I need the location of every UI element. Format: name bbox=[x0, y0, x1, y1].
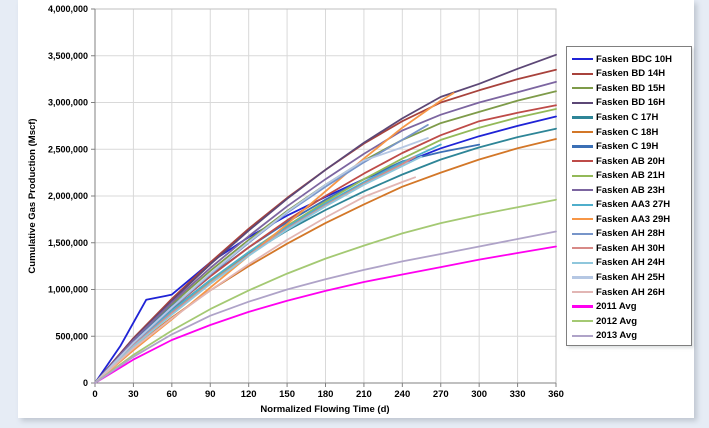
legend-label: Fasken BDC 10H bbox=[596, 53, 673, 65]
legend-item: Fasken C 17H bbox=[567, 110, 691, 125]
legend-item: Fasken BD 16H bbox=[567, 96, 691, 111]
legend-item: Fasken AA3 29H bbox=[567, 212, 691, 227]
legend-label: 2013 Avg bbox=[596, 330, 638, 342]
y-tick-label: 0 bbox=[83, 378, 88, 388]
legend-item: Fasken AB 21H bbox=[567, 168, 691, 183]
legend-label: Fasken C 19H bbox=[596, 141, 659, 153]
legend-item: Fasken C 19H bbox=[567, 139, 691, 154]
series-line bbox=[94, 92, 455, 384]
x-tick-label: 150 bbox=[279, 389, 295, 400]
y-tick-label: 1,500,000 bbox=[48, 238, 88, 248]
x-axis-title: Normalized Flowing Time (d) bbox=[260, 404, 390, 415]
x-tick-label: 30 bbox=[128, 389, 139, 400]
legend-label: Fasken AH 26H bbox=[596, 286, 665, 298]
y-tick-label: 2,500,000 bbox=[48, 144, 88, 154]
legend-label: 2012 Avg bbox=[596, 315, 638, 327]
series-line bbox=[94, 53, 557, 384]
x-tick-label: 120 bbox=[241, 389, 257, 400]
x-tick-label: 60 bbox=[167, 389, 178, 400]
series-line bbox=[94, 137, 429, 384]
x-tick-label: 300 bbox=[471, 389, 487, 400]
series-line bbox=[94, 155, 423, 384]
series-line bbox=[94, 198, 557, 384]
legend-item: Fasken AH 24H bbox=[567, 256, 691, 271]
legend-label: Fasken AB 21H bbox=[596, 170, 665, 182]
legend-label: Fasken AH 28H bbox=[596, 228, 665, 240]
x-tick-label: 330 bbox=[510, 389, 526, 400]
legend-item: Fasken AA3 27H bbox=[567, 197, 691, 212]
x-tick-label: 240 bbox=[394, 389, 410, 400]
legend-line-swatch bbox=[572, 58, 593, 61]
x-tick-label: 180 bbox=[318, 389, 334, 400]
legend-line-swatch bbox=[572, 174, 593, 177]
y-tick-label: 500,000 bbox=[55, 331, 88, 341]
legend-item: Fasken AH 28H bbox=[567, 227, 691, 242]
legend-label: Fasken AH 25H bbox=[596, 271, 665, 283]
y-tick-label: 1,000,000 bbox=[48, 285, 88, 295]
x-tick-label: 270 bbox=[433, 389, 449, 400]
legend-item: Fasken AB 23H bbox=[567, 183, 691, 198]
x-tick-label: 210 bbox=[356, 389, 372, 400]
legend-line-swatch bbox=[572, 276, 593, 279]
legend-line-swatch bbox=[572, 218, 593, 221]
x-tick-label: 0 bbox=[92, 389, 97, 400]
legend-item: Fasken BDC 10H bbox=[567, 52, 691, 67]
legend-item: Fasken AB 20H bbox=[567, 154, 691, 169]
legend-line-swatch bbox=[572, 334, 593, 337]
legend-box: Fasken BDC 10H Fasken BD 14H Fasken BD 15H… bbox=[566, 46, 692, 346]
legend-line-swatch bbox=[572, 160, 593, 163]
legend-label: Fasken AB 20H bbox=[596, 155, 665, 167]
legend-item: 2011 Avg bbox=[567, 299, 691, 314]
legend-line-swatch bbox=[572, 320, 593, 323]
legend-label: Fasken AB 23H bbox=[596, 184, 665, 196]
legend-line-swatch bbox=[572, 305, 593, 308]
legend-item: Fasken C 18H bbox=[567, 125, 691, 140]
y-tick-label: 4,000,000 bbox=[48, 4, 88, 14]
y-tick-label: 2,000,000 bbox=[48, 191, 88, 201]
legend-item: 2013 Avg bbox=[567, 328, 691, 343]
legend-line-swatch bbox=[572, 101, 593, 104]
legend-line-swatch bbox=[572, 261, 593, 265]
legend-line-swatch bbox=[572, 87, 593, 90]
legend-label: Fasken BD 16H bbox=[596, 97, 666, 109]
legend-item: Fasken BD 14H bbox=[567, 67, 691, 82]
legend-item: Fasken AH 26H bbox=[567, 285, 691, 300]
legend-line-swatch bbox=[572, 232, 593, 235]
series-line bbox=[94, 176, 417, 384]
x-tick-label: 90 bbox=[205, 389, 216, 400]
legend-item: Fasken AH 25H bbox=[567, 270, 691, 285]
series-line bbox=[94, 230, 557, 384]
legend-label: Fasken BD 15H bbox=[596, 82, 666, 94]
legend-item: 2012 Avg bbox=[567, 314, 691, 329]
legend-line-swatch bbox=[572, 145, 593, 148]
legend-label: Fasken BD 14H bbox=[596, 68, 666, 80]
legend-line-swatch bbox=[572, 290, 593, 294]
x-tick-label: 360 bbox=[548, 389, 564, 400]
legend-label: Fasken AA3 27H bbox=[596, 199, 671, 211]
legend-label: Fasken AH 30H bbox=[596, 242, 665, 254]
series-line bbox=[94, 245, 557, 384]
legend-line-swatch bbox=[572, 189, 593, 192]
series-line bbox=[94, 81, 557, 384]
legend-line-swatch bbox=[572, 72, 593, 75]
y-tick-label: 3,500,000 bbox=[48, 51, 88, 61]
series-line bbox=[94, 115, 557, 384]
legend-line-swatch bbox=[572, 247, 593, 250]
legend-label: Fasken C 17H bbox=[596, 111, 659, 123]
legend-line-swatch bbox=[572, 203, 593, 206]
legend-label: Fasken AA3 29H bbox=[596, 213, 671, 225]
legend-line-swatch bbox=[572, 116, 593, 119]
y-tick-label: 3,000,000 bbox=[48, 98, 88, 108]
y-axis-title: Cumulative Gas Production (Mscf) bbox=[27, 118, 38, 274]
legend-label: 2011 Avg bbox=[596, 301, 637, 313]
legend-line-swatch bbox=[572, 130, 593, 134]
legend-label: Fasken AH 24H bbox=[596, 257, 665, 269]
legend-item: Fasken AH 30H bbox=[567, 241, 691, 256]
legend-label: Fasken C 18H bbox=[596, 126, 659, 138]
series-line bbox=[94, 124, 429, 384]
legend-item: Fasken BD 15H bbox=[567, 81, 691, 96]
